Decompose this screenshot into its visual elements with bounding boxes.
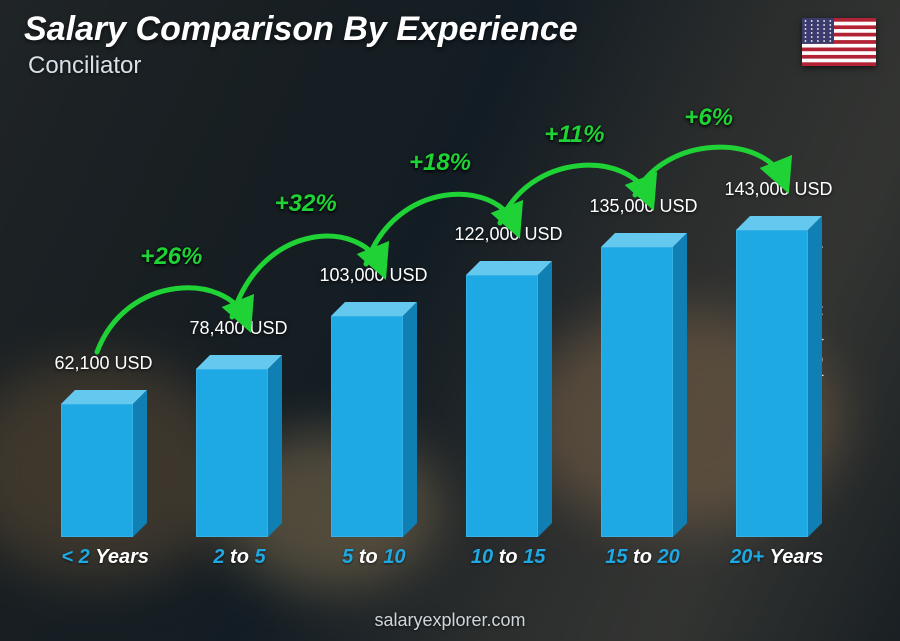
- delta-label: +26%: [140, 243, 202, 271]
- usa-flag-icon: [802, 18, 876, 66]
- delta-label: +32%: [275, 190, 337, 218]
- delta-arc: [619, 126, 807, 219]
- x-axis-label: 10 to 15: [441, 546, 575, 569]
- footer-credit: salaryexplorer.com: [0, 610, 900, 631]
- x-axis-label: 2 to 5: [172, 546, 306, 569]
- page-subtitle: Conciliator: [28, 52, 141, 80]
- x-axis: < 2 Years2 to 55 to 1010 to 1515 to 2020…: [30, 546, 852, 569]
- x-axis-label: 5 to 10: [307, 546, 441, 569]
- delta-label: +11%: [544, 121, 604, 149]
- x-axis-label: 20+ Years: [710, 546, 844, 569]
- delta-label: +6%: [684, 104, 733, 132]
- delta-label: +18%: [409, 149, 471, 177]
- x-axis-label: < 2 Years: [38, 546, 172, 569]
- x-axis-label: 15 to 20: [575, 546, 709, 569]
- bar-chart: 62,100 USD78,400 USD103,000 USD122,000 U…: [30, 100, 852, 569]
- delta-overlay: +26% +32% +18% +11% +6%: [30, 100, 852, 537]
- page-title: Salary Comparison By Experience: [24, 10, 578, 49]
- stage: Salary Comparison By Experience Concilia…: [0, 0, 900, 641]
